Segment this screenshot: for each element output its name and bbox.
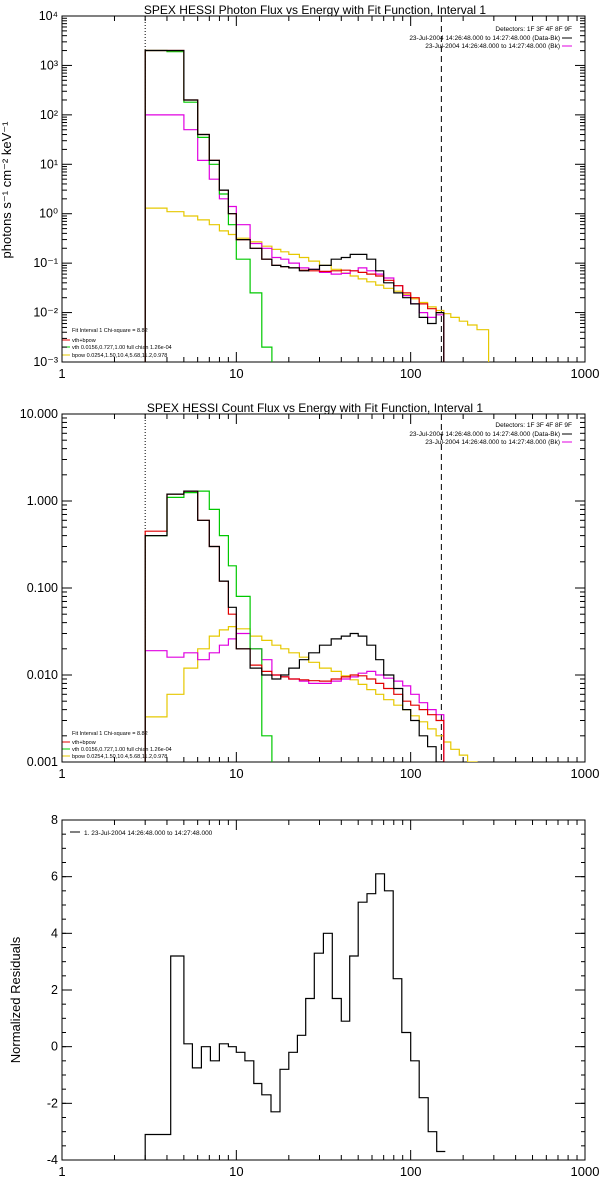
legend-vth-label: vth 0.0156,0.727,1.00 full chian 1.26e-0… (72, 345, 172, 351)
y-tick-label: 10⁰ (39, 207, 58, 221)
x-axis: 1 10 100 1000 (58, 820, 599, 1179)
y-axis: 0.001 0.010 0.100 1.000 10.000 (20, 407, 585, 769)
legend-fit-interval: Fit Interval 1 Chi-square = 8.82 (72, 731, 148, 737)
plot-frame (61, 15, 586, 363)
series-group (144, 873, 446, 1160)
x-tick-label: 10 (229, 766, 243, 781)
count-flux-panel: SPEX HESSI Count Flux vs Energy with Fit… (20, 401, 600, 781)
x-tick-label: 10 (229, 1164, 243, 1179)
x-axis: 1 10 100 1000 (58, 414, 599, 781)
y-tick-label: -4 (47, 1153, 58, 1167)
y-tick-label: 10⁻³ (33, 355, 58, 369)
y-tick-label: 10² (40, 108, 58, 122)
data-series (144, 873, 446, 1160)
count-flux-legend-bottom-left: Fit Interval 1 Chi-square = 8.82 vth+bpo… (62, 731, 172, 760)
x-tick-label: 100 (400, 766, 422, 781)
x-tick-label: 1000 (571, 366, 600, 381)
photon-flux-ylabel: photons s⁻¹ cm⁻² keV⁻¹ (0, 121, 14, 259)
y-tick-label: 10⁻² (33, 306, 58, 320)
x-tick-label: 10 (229, 366, 243, 381)
data-series (144, 490, 445, 762)
y-tick-label: 10³ (40, 58, 58, 72)
legend-detectors: Detectors: 1F 3F 4F 8F 9F (495, 422, 572, 429)
y-axis: 10⁻³ 10⁻² 10⁻¹ 10⁰ 10¹ 10² 10³ 10⁴ (33, 9, 585, 369)
legend-bpow-label: bpow 0.0254,1.50,10.4,5.68,11.2,0.978 (72, 353, 167, 359)
x-axis: 1 10 100 1000 (58, 16, 599, 381)
legend-bpow-label: bpow 0.0254,1.50,10.4,5.68,11.2,0.978 (72, 754, 167, 760)
y-tick-label: 10⁻¹ (33, 256, 58, 270)
y-tick-label: 10.000 (20, 407, 58, 421)
legend-vth-label: vth 0.0156,0.727,1.00 full chian 1.26e-0… (72, 747, 172, 753)
legend-total-label: vth+bpow (72, 740, 96, 746)
x-tick-label: 1000 (571, 1164, 600, 1179)
x-tick-label: 1 (58, 1164, 65, 1179)
legend-data-interval: 23-Jul-2004 14:26:48.000 to 14:27:48.000… (409, 431, 560, 438)
series-group (144, 490, 478, 762)
x-tick-label: 1 (58, 366, 65, 381)
y-tick-label: 0.010 (27, 668, 58, 682)
vth-series (144, 490, 273, 762)
legend-bk-interval: 23-Jul-2004 14:26:48.000 to 14:27:48.000… (425, 43, 560, 50)
residuals-panel: Normalized Residuals 1. 23-Jul-2004 14:2… (8, 813, 599, 1179)
y-tick-label: 1.000 (27, 494, 58, 508)
y-tick-label: 0.100 (27, 581, 58, 595)
y-tick-label: 6 (51, 870, 58, 884)
y-tick-label: 10¹ (40, 157, 58, 171)
count-flux-title: SPEX HESSI Count Flux vs Energy with Fit… (147, 401, 483, 415)
y-axis: -4 -2 0 2 4 6 8 (47, 813, 585, 1167)
residuals-legend-label: 1. 23-Jul-2004 14:26:48.000 to 14:27:48.… (84, 830, 213, 837)
y-tick-label: 0.001 (27, 755, 58, 769)
series-group (144, 49, 490, 362)
y-tick-label: 8 (51, 813, 58, 827)
y-tick-label: 0 (51, 1040, 58, 1054)
y-tick-label: 10⁴ (39, 9, 58, 23)
legend-bk-interval: 23-Jul-2004 14:26:48.000 to 14:27:48.000… (425, 439, 560, 446)
x-tick-label: 1 (58, 766, 65, 781)
photon-flux-panel: SPEX HESSI Photon Flux vs Energy with Fi… (0, 3, 599, 381)
photon-flux-title: SPEX HESSI Photon Flux vs Energy with Fi… (144, 3, 486, 17)
photon-flux-legend-top-right: Detectors: 1F 3F 4F 8F 9F 23-Jul-2004 14… (409, 26, 572, 50)
y-tick-label: -2 (47, 1096, 58, 1110)
legend-data-interval: 23-Jul-2004 14:26:48.000 to 14:27:48.000… (409, 35, 560, 42)
data-series (144, 49, 445, 362)
y-tick-label: 4 (51, 926, 58, 940)
background-series (144, 632, 445, 762)
legend-total-label: vth+bpow (72, 338, 96, 344)
legend-fit-interval: Fit Interval 1 Chi-square = 8.82 (72, 328, 148, 334)
x-tick-label: 100 (400, 1164, 422, 1179)
x-tick-label: 1000 (571, 766, 600, 781)
y-tick-label: 2 (51, 983, 58, 997)
count-flux-legend-top-right: Detectors: 1F 3F 4F 8F 9F 23-Jul-2004 14… (409, 422, 572, 446)
x-tick-label: 100 (400, 366, 422, 381)
residuals-ylabel: Normalized Residuals (8, 936, 23, 1063)
bpow-series (144, 626, 478, 762)
legend-detectors: Detectors: 1F 3F 4F 8F 9F (495, 26, 572, 33)
